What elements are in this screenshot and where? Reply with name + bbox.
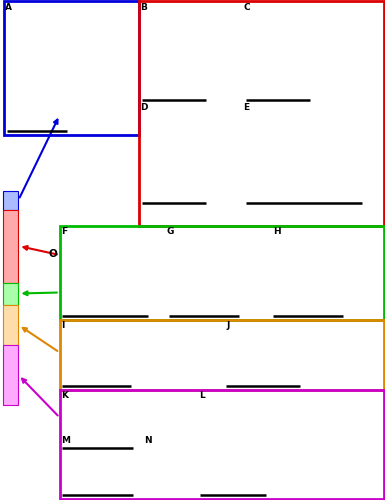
Bar [139,1,243,115]
Bar [60,226,384,320]
Bar [3,305,18,345]
Text: B: B [141,2,147,12]
Bar [139,115,243,226]
Bar [243,115,384,226]
Text: O: O [48,249,57,259]
Text: J: J [226,322,230,330]
Bar [4,1,139,135]
Text: C: C [243,2,250,12]
Bar [0,135,60,500]
Bar [60,226,384,320]
Text: K: K [62,392,69,400]
Text: I: I [62,322,65,330]
Bar [3,282,18,305]
Text: A: A [5,2,12,12]
Text: F: F [62,228,68,236]
Bar [60,320,384,390]
Text: H: H [273,228,281,236]
Text: D: D [141,102,148,112]
Text: N: N [144,436,152,445]
Bar [139,1,384,226]
Bar [60,390,384,499]
Bar [4,1,139,135]
Text: M: M [62,436,70,445]
Bar [3,210,18,282]
Bar [3,191,18,210]
Bar [243,1,384,115]
Bar [3,345,18,405]
Bar [60,320,384,390]
Text: L: L [199,392,205,400]
Text: E: E [243,102,249,112]
Bar [60,390,384,435]
Text: G: G [166,228,174,236]
Bar [60,435,384,499]
